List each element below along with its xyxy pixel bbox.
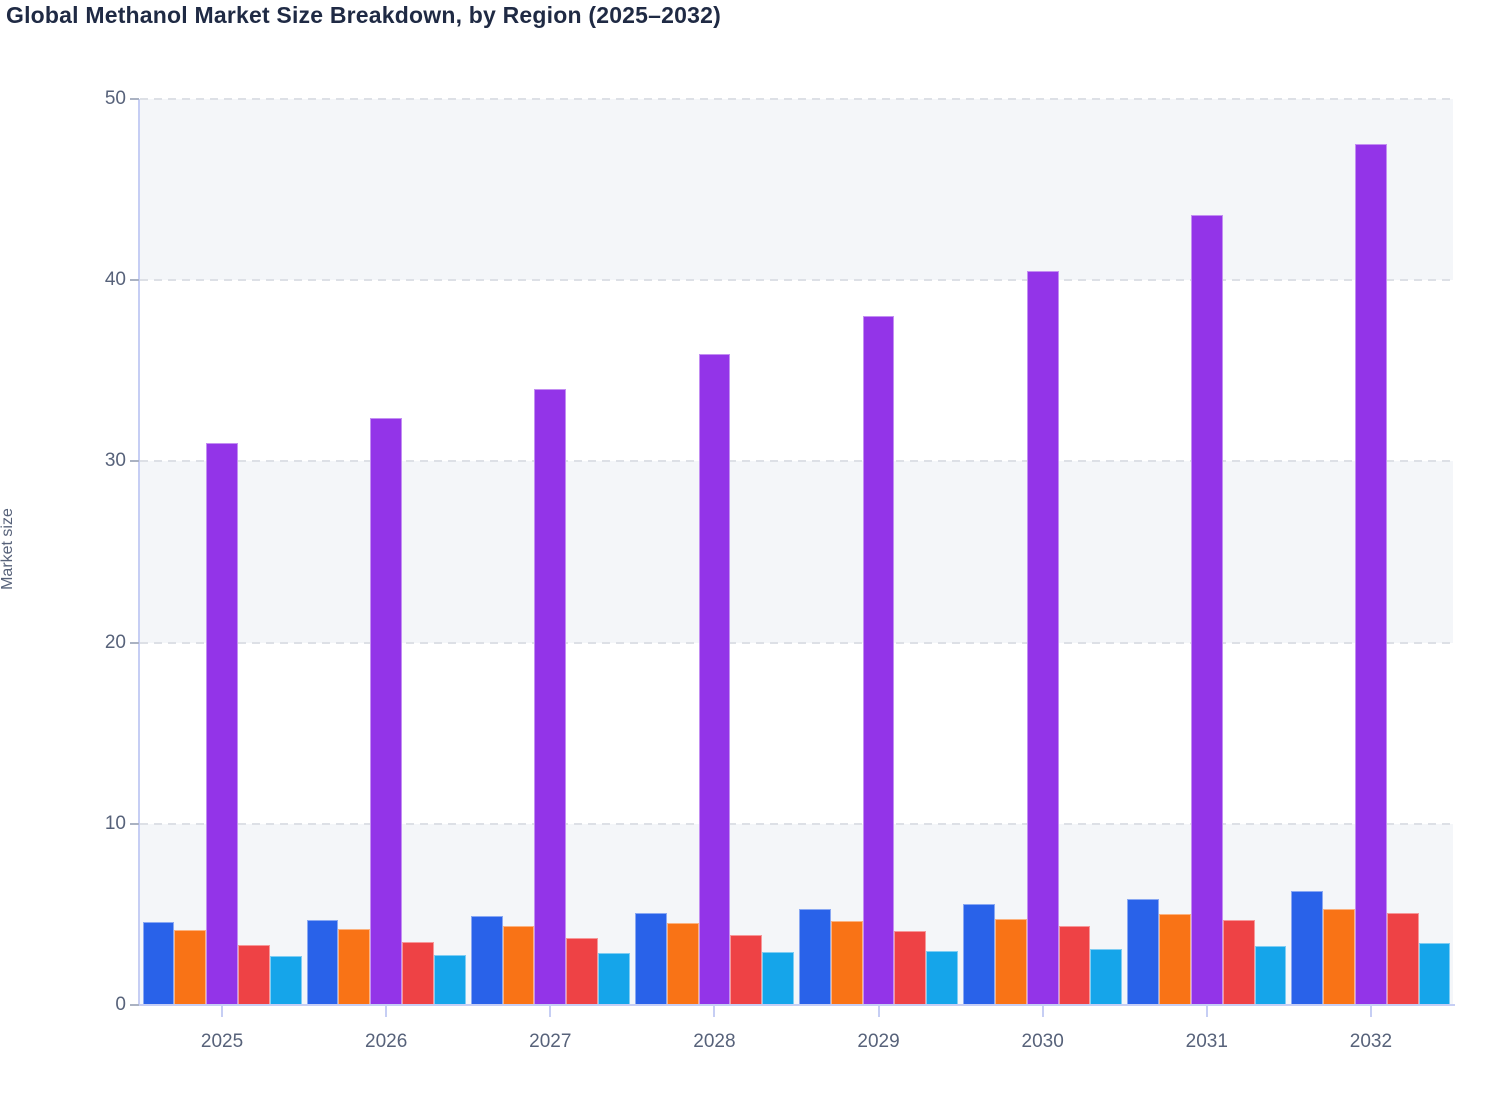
y-tick-mark — [130, 641, 139, 644]
bar-2030-red — [1058, 926, 1091, 1005]
gridline-50 — [140, 98, 1453, 100]
bar-2028-orange — [666, 923, 699, 1005]
bar-2026-red — [402, 941, 434, 1005]
y-axis-title: Market size — [0, 508, 16, 590]
bar-2025-cyan — [269, 956, 302, 1005]
y-tick-mark — [130, 98, 139, 100]
x-tick-mark — [221, 1006, 224, 1017]
bar-2032-blue — [1291, 890, 1324, 1005]
x-tick-label-2025: 2025 — [200, 1031, 244, 1052]
x-tick-mark — [713, 1006, 716, 1017]
bar-2025-purple — [206, 443, 238, 1005]
gridline-30 — [140, 460, 1453, 463]
chart-title: Global Methanol Market Size Breakdown, b… — [6, 2, 721, 28]
bar-2025-blue — [142, 921, 175, 1005]
bar-2032-cyan — [1418, 943, 1451, 1005]
bar-2030-blue — [963, 903, 995, 1005]
y-tick-label: 10 — [104, 812, 126, 834]
x-tick-label-2026: 2026 — [365, 1031, 408, 1052]
bar-2025-orange — [174, 929, 207, 1005]
bar-2028-cyan — [762, 952, 794, 1005]
x-tick-mark — [385, 1006, 388, 1017]
y-tick-mark — [130, 822, 139, 825]
bar-2027-red — [566, 937, 598, 1005]
bar-2031-orange — [1159, 914, 1191, 1005]
bar-2026-purple — [370, 417, 403, 1005]
bar-2029-blue — [799, 908, 831, 1005]
x-tick-label-2027: 2027 — [529, 1031, 572, 1052]
y-tick-label: 30 — [104, 450, 126, 472]
bar-2027-orange — [502, 926, 535, 1005]
bar-2026-cyan — [433, 955, 466, 1005]
y-tick-mark — [130, 460, 139, 463]
y-tick-mark — [130, 1004, 139, 1006]
bar-2026-blue — [306, 919, 339, 1005]
bar-2027-blue — [470, 916, 503, 1005]
bar-2030-orange — [994, 918, 1027, 1005]
bar-2029-cyan — [926, 950, 959, 1005]
gridline-20 — [140, 641, 1453, 644]
x-tick-label-2032: 2032 — [1349, 1031, 1393, 1052]
bar-2030-purple — [1026, 271, 1059, 1005]
bar-2026-orange — [338, 928, 371, 1005]
gridline-10 — [140, 822, 1453, 825]
background-band — [140, 461, 1453, 643]
gridline-40 — [140, 279, 1453, 282]
x-tick-label-2031: 2031 — [1185, 1031, 1228, 1052]
bar-2031-blue — [1127, 898, 1160, 1005]
x-tick-mark — [1369, 1006, 1372, 1017]
y-tick-label: 40 — [104, 269, 126, 291]
y-tick-mark — [130, 279, 139, 282]
bar-2031-red — [1222, 919, 1255, 1005]
bar-2032-purple — [1355, 144, 1387, 1005]
bar-2032-orange — [1323, 908, 1356, 1005]
y-tick-label: 50 — [104, 88, 126, 109]
bar-2030-cyan — [1090, 948, 1123, 1005]
bar-2029-red — [894, 930, 927, 1005]
bar-2031-purple — [1190, 214, 1223, 1005]
x-tick-label-2029: 2029 — [857, 1031, 900, 1052]
y-tick-label: 0 — [115, 994, 126, 1015]
background-band — [140, 99, 1453, 281]
x-tick-mark — [1041, 1006, 1044, 1017]
bar-2027-purple — [534, 388, 567, 1005]
bar-2029-purple — [862, 316, 895, 1005]
x-axis-line — [136, 1004, 1455, 1006]
bar-2031-cyan — [1254, 946, 1287, 1005]
x-tick-label-2028: 2028 — [693, 1031, 736, 1052]
bar-2029-orange — [830, 920, 863, 1005]
bar-2028-blue — [634, 913, 667, 1005]
bar-2028-purple — [698, 354, 731, 1005]
y-tick-label: 20 — [104, 631, 126, 653]
bar-2032-red — [1386, 912, 1419, 1005]
bar-2027-cyan — [598, 953, 630, 1005]
plot-area — [140, 98, 1453, 1005]
x-tick-mark — [1205, 1006, 1208, 1017]
x-tick-label-2030: 2030 — [1021, 1031, 1064, 1052]
y-axis-line — [138, 99, 140, 1005]
bar-2025-red — [237, 945, 270, 1005]
bar-2028-red — [730, 935, 763, 1005]
x-tick-mark — [549, 1006, 552, 1017]
x-tick-mark — [877, 1006, 880, 1017]
